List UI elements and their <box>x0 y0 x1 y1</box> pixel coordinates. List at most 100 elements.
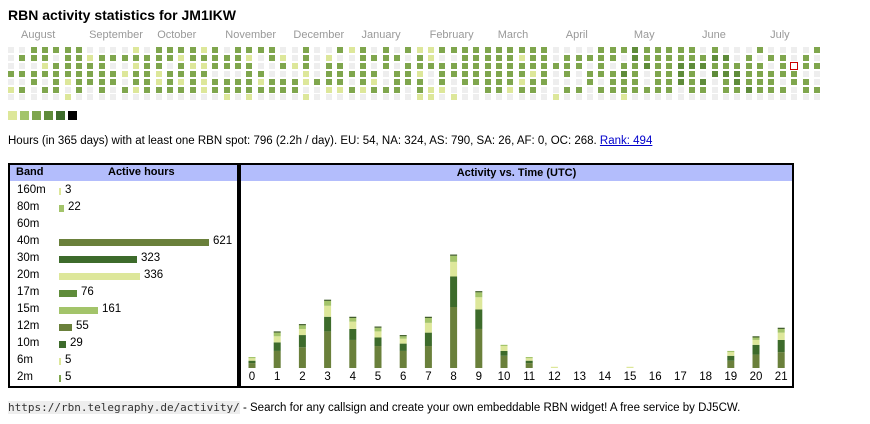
heatmap-cell <box>155 86 162 93</box>
heatmap-cell <box>496 94 503 101</box>
heatmap-cell <box>677 78 684 85</box>
heatmap-cell <box>643 78 650 85</box>
heatmap-cell <box>303 94 310 101</box>
heatmap-cell <box>257 94 264 101</box>
heatmap-cell <box>598 54 605 61</box>
heatmap-cell <box>711 62 718 69</box>
heatmap-cell <box>734 62 741 69</box>
hour-bar-segment <box>777 339 785 353</box>
heatmap-cell <box>723 94 730 101</box>
heatmap-cell <box>212 86 219 93</box>
hour-bar-segment <box>450 254 458 256</box>
heatmap-cell <box>132 78 139 85</box>
heatmap-cell <box>768 70 775 77</box>
heatmap-cell <box>757 94 764 101</box>
heatmap-cell <box>473 54 480 61</box>
month-label: July <box>770 29 790 41</box>
heatmap-cell <box>348 62 355 69</box>
heatmap-cell <box>291 86 298 93</box>
hour-bar-segment <box>777 328 785 333</box>
hour-bar-segment <box>777 352 785 368</box>
heatmap-cell <box>711 47 718 53</box>
hour-bar-segment <box>727 352 735 356</box>
heatmap-cell <box>745 54 752 61</box>
heatmap-cell <box>189 62 196 69</box>
heatmap-cell <box>98 47 105 53</box>
heatmap-cell <box>200 78 207 85</box>
heatmap-cell <box>64 94 71 101</box>
band-name: 160m <box>17 184 46 196</box>
heatmap-cell <box>30 62 37 69</box>
heatmap-cell <box>552 62 559 69</box>
heatmap-cell <box>166 54 173 61</box>
heatmap-cell <box>450 86 457 93</box>
heatmap-cell <box>189 86 196 93</box>
heatmap-cell <box>314 86 321 93</box>
heatmap-cell <box>666 78 673 85</box>
heatmap-cell <box>598 78 605 85</box>
band-hours-bar <box>59 307 98 314</box>
rank-link[interactable]: Rank: 494 <box>599 135 653 147</box>
heatmap-cell <box>484 47 491 53</box>
heatmap-cell <box>768 94 775 101</box>
heatmap-cell <box>779 47 786 53</box>
hour-tick-label: 16 <box>649 371 662 383</box>
band-row: 30m 323 <box>10 251 237 268</box>
heatmap-cell <box>575 62 582 69</box>
heatmap-cell <box>110 86 117 93</box>
heatmap-cell <box>700 78 707 85</box>
heatmap-cell <box>348 94 355 101</box>
heatmap-cell <box>200 62 207 69</box>
heatmap-cell <box>541 47 548 53</box>
footer-text: - Search for any callsign and create you… <box>239 402 741 414</box>
heatmap-cell <box>303 54 310 61</box>
heatmap-cell <box>348 86 355 93</box>
heatmap-cell <box>757 78 764 85</box>
hour-bar-segment <box>298 335 306 348</box>
heatmap-cell <box>235 86 241 93</box>
heatmap-cell <box>564 62 571 69</box>
heatmap-cell <box>280 54 287 61</box>
band-row: 80m 22 <box>10 200 237 217</box>
footer-url[interactable]: https://rbn.telegraphy.de/activity/ <box>8 401 240 414</box>
heatmap-cell <box>802 62 809 69</box>
hour-bar-segment <box>298 325 306 329</box>
heatmap-cell <box>598 70 605 77</box>
heatmap-cell <box>802 86 809 93</box>
heatmap-cell <box>189 78 196 85</box>
heatmap-cell <box>76 47 83 53</box>
heatmap-cell <box>144 62 151 69</box>
heatmap-cell <box>507 70 514 77</box>
legend-swatch <box>32 111 41 120</box>
hour-tick-label: 4 <box>350 371 357 383</box>
band-hours-bar <box>59 256 137 263</box>
heatmap-cell <box>416 86 423 93</box>
hour-bar-segment <box>374 331 382 338</box>
heatmap-cell <box>575 54 582 61</box>
band-hours-value: 621 <box>213 235 233 247</box>
heatmap-cell <box>643 70 650 77</box>
hour-tick-label: 15 <box>624 371 637 383</box>
heatmap-cell <box>689 78 695 85</box>
heatmap-cell <box>269 86 276 93</box>
heatmap-cell <box>620 86 627 93</box>
hour-bar-segment <box>248 360 256 364</box>
heatmap-cell <box>586 70 593 77</box>
heatmap-cell <box>416 62 423 69</box>
hour-bar-segment <box>248 357 256 359</box>
heatmap-cell <box>632 54 639 61</box>
band-hours-value: 29 <box>70 337 83 349</box>
month-label: March <box>497 29 529 41</box>
hour-bar-segment <box>298 347 306 368</box>
band-name: 20m <box>17 269 40 281</box>
heatmap-cell <box>643 47 650 53</box>
heatmap-cell <box>87 78 94 85</box>
heatmap-cell <box>371 78 378 85</box>
band-name: 12m <box>17 320 40 332</box>
heatmap-cell <box>53 86 60 93</box>
heatmap-cell <box>609 86 616 93</box>
heatmap-cell <box>620 94 627 101</box>
heatmap-cell <box>632 70 639 77</box>
heatmap-cell <box>280 47 287 53</box>
heatmap-cell <box>223 94 230 101</box>
